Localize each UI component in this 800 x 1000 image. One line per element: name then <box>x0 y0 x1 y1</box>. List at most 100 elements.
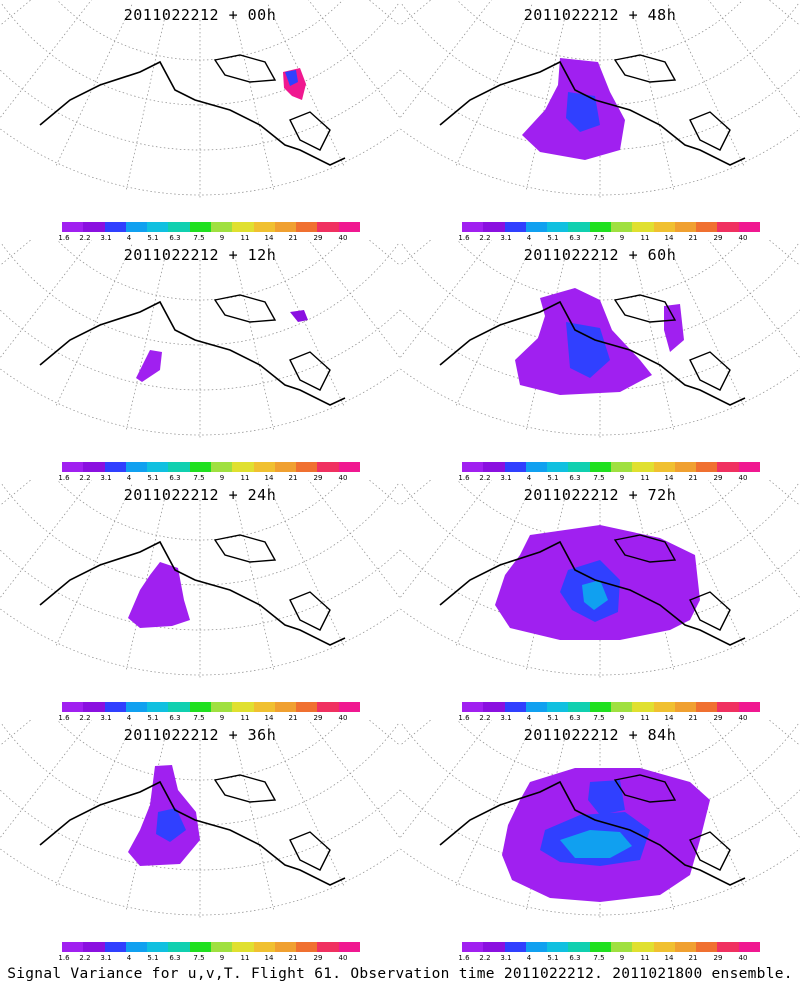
variance-contour <box>285 70 298 86</box>
colorbar <box>62 222 360 232</box>
latitude-line <box>0 309 400 391</box>
meridian-line <box>0 720 32 746</box>
colorbar-tick-label: 9 <box>219 234 225 242</box>
variance-contour <box>566 322 610 378</box>
colorbar-tick-label: 5.1 <box>547 234 559 242</box>
coastline <box>39 60 346 166</box>
colorbar-swatch <box>610 222 633 232</box>
colorbar-swatch <box>83 702 105 712</box>
variance-contour <box>664 304 684 352</box>
colorbar-swatch <box>483 702 505 712</box>
map-canvas <box>400 240 800 440</box>
meridian-line <box>308 0 400 119</box>
latitude-line <box>401 243 799 346</box>
colorbar-swatch <box>147 222 169 232</box>
colorbar-tick-label: 21 <box>288 714 298 722</box>
colorbar-swatch <box>104 702 126 712</box>
bay-outline <box>689 111 731 151</box>
colorbar-swatch <box>696 222 718 232</box>
colorbar-tick-label: 11 <box>240 954 250 962</box>
latitude-line <box>401 483 799 586</box>
colorbar-swatch <box>210 462 233 472</box>
latitude-line <box>0 368 400 436</box>
colorbar-tick-label: 5.1 <box>547 714 559 722</box>
island-outline <box>613 54 677 83</box>
colorbar-swatch <box>232 702 254 712</box>
map-canvas <box>0 720 400 920</box>
colorbar-tick-label: 5.1 <box>147 234 159 242</box>
colorbar-tick-label: 1.6 <box>458 714 470 722</box>
colorbar-tick-label: 6.3 <box>169 474 181 482</box>
colorbar-tick-label: 2.2 <box>479 474 491 482</box>
colorbar-tick-label: 3.1 <box>100 474 112 482</box>
colorbar-tick-label: 29 <box>713 954 723 962</box>
latitude-line <box>56 480 344 541</box>
colorbar-swatch <box>462 702 484 712</box>
meridian-line <box>0 240 32 266</box>
map-canvas <box>0 240 400 440</box>
colorbar-tick-label: 4 <box>526 234 532 242</box>
colorbar-tick-label: 3.1 <box>500 954 512 962</box>
bay-outline <box>689 351 731 391</box>
colorbar-tick-label: 40 <box>338 714 348 722</box>
colorbar-tick-label: 7.5 <box>593 714 605 722</box>
colorbar-swatch <box>568 942 590 952</box>
latitude-line <box>1 3 399 106</box>
map-panel: 2011022212 + 24h 1.6 2.2 3.1 4 5.1 6.3 7.5 9 11 14… <box>0 480 400 725</box>
variance-contour <box>566 92 600 132</box>
bay-outline <box>689 591 731 631</box>
colorbar-swatch <box>525 462 548 472</box>
colorbar-swatch <box>253 702 275 712</box>
colorbar-swatch <box>568 462 590 472</box>
island-outline <box>613 774 677 803</box>
colorbar-swatch <box>125 702 148 712</box>
meridian-line <box>400 720 432 746</box>
panel-title: 2011022212 + 72h <box>523 486 677 504</box>
colorbar-tick-label: 3.1 <box>500 714 512 722</box>
colorbar-tick-label: 21 <box>288 474 298 482</box>
meridian-line <box>0 0 92 119</box>
colorbar-tick-label: 9 <box>619 714 625 722</box>
map-panel: 2011022212 + 48h 1.6 2.2 3.1 4 5.1 6.3 7.5 9 11 14… <box>400 0 800 245</box>
map-panel: 2011022212 + 12h 1.6 2.2 3.1 4 5.1 6.3 7.5 9 11 14… <box>0 240 400 485</box>
colorbar-swatch <box>104 942 126 952</box>
colorbar-swatch <box>653 462 675 472</box>
bay-outline <box>289 831 331 871</box>
latitude-line <box>56 720 344 781</box>
meridian-line <box>368 240 400 266</box>
colorbar-swatch <box>738 462 760 472</box>
colorbar-tick-label: 11 <box>640 474 650 482</box>
map-canvas <box>400 720 800 920</box>
colorbar-swatch <box>232 222 254 232</box>
meridian-line <box>768 240 800 266</box>
meridian-line <box>0 240 92 359</box>
coastline <box>439 300 746 406</box>
meridian-line <box>0 480 32 506</box>
colorbar-tick-label: 1.6 <box>58 954 70 962</box>
colorbar-tick-label: 3.1 <box>500 474 512 482</box>
panel-title: 2011022212 + 00h <box>123 6 277 24</box>
colorbar-labels: 1.6 2.2 3.1 4 5.1 6.3 7.5 9 11 14 21 29 40 <box>58 474 360 484</box>
colorbar-swatch <box>125 462 148 472</box>
colorbar-swatch <box>504 462 526 472</box>
colorbar-swatch <box>253 222 275 232</box>
colorbar-swatch <box>338 462 360 472</box>
colorbar-swatch <box>104 222 126 232</box>
meridian-line <box>634 16 675 192</box>
colorbar-tick-label: 6.3 <box>569 714 581 722</box>
colorbar-swatch <box>738 702 760 712</box>
colorbar-swatch <box>653 942 675 952</box>
colorbar-tick-label: 9 <box>219 474 225 482</box>
colorbar-labels: 1.6 2.2 3.1 4 5.1 6.3 7.5 9 11 14 21 29 40 <box>458 954 760 964</box>
colorbar-swatch <box>125 222 148 232</box>
colorbar-swatch <box>296 702 318 712</box>
colorbar-tick-label: 14 <box>664 234 674 242</box>
colorbar-swatch <box>168 222 190 232</box>
colorbar <box>62 702 360 712</box>
colorbar-swatch <box>210 222 233 232</box>
variance-contour <box>582 580 608 610</box>
colorbar-tick-label: 7.5 <box>593 474 605 482</box>
colorbar-tick-label: 3.1 <box>500 234 512 242</box>
colorbar-tick-label: 14 <box>664 954 674 962</box>
colorbar-tick-label: 7.5 <box>593 954 605 962</box>
